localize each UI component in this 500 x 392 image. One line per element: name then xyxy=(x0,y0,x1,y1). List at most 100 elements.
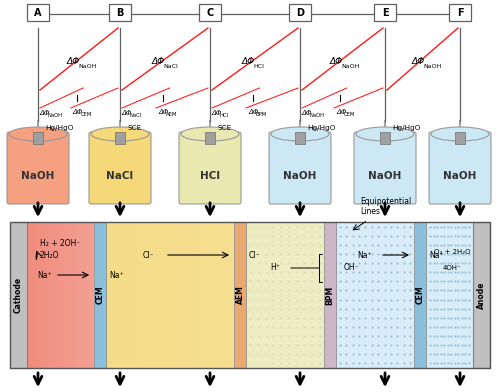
Text: Na⁺: Na⁺ xyxy=(109,270,124,279)
Text: 2H₂O: 2H₂O xyxy=(40,250,60,260)
Text: Cl⁻: Cl⁻ xyxy=(249,250,260,260)
Bar xyxy=(324,222,336,368)
Bar xyxy=(10,222,27,368)
Text: ΔΦ: ΔΦ xyxy=(336,109,346,115)
Bar xyxy=(54,222,57,368)
Ellipse shape xyxy=(9,127,67,141)
Bar xyxy=(157,222,164,368)
Bar xyxy=(295,132,305,144)
Bar xyxy=(164,222,170,368)
Bar xyxy=(37,222,40,368)
Bar xyxy=(74,222,77,368)
Bar xyxy=(228,222,234,368)
Text: H⁺: H⁺ xyxy=(270,263,280,272)
Bar xyxy=(84,222,87,368)
Text: F: F xyxy=(456,7,464,18)
Text: NaCl: NaCl xyxy=(164,64,178,69)
Bar xyxy=(40,222,44,368)
Text: BPM: BPM xyxy=(326,285,334,305)
Text: Hg/HgO: Hg/HgO xyxy=(307,125,336,131)
Text: ΔΦ: ΔΦ xyxy=(73,109,83,115)
Bar xyxy=(202,222,208,368)
Bar xyxy=(455,132,465,144)
Text: ΔΦ: ΔΦ xyxy=(248,109,258,115)
Ellipse shape xyxy=(181,127,239,141)
Text: ΔΦ: ΔΦ xyxy=(121,110,131,116)
Bar xyxy=(90,222,94,368)
FancyBboxPatch shape xyxy=(179,132,241,204)
Text: NaOH: NaOH xyxy=(284,171,316,181)
Text: NaOH: NaOH xyxy=(368,171,402,181)
Text: CEM: CEM xyxy=(96,286,104,304)
Bar xyxy=(289,4,311,21)
Text: BPM: BPM xyxy=(256,112,267,117)
Ellipse shape xyxy=(431,127,489,141)
Text: NaOH: NaOH xyxy=(22,171,54,181)
Bar xyxy=(205,132,215,144)
Text: A: A xyxy=(34,7,42,18)
Bar xyxy=(115,132,125,144)
Bar xyxy=(47,222,50,368)
Text: NaOH: NaOH xyxy=(342,64,360,69)
Bar xyxy=(196,222,202,368)
Text: NaOH: NaOH xyxy=(310,113,325,118)
Bar xyxy=(374,4,396,21)
Text: ΔΦ: ΔΦ xyxy=(152,57,165,66)
Bar xyxy=(88,222,90,368)
Text: Cathode: Cathode xyxy=(14,277,23,313)
Bar xyxy=(106,222,112,368)
FancyBboxPatch shape xyxy=(7,132,69,204)
Text: Equipotential
Lines: Equipotential Lines xyxy=(360,197,411,216)
Text: Hg/HgO: Hg/HgO xyxy=(45,125,74,131)
Bar xyxy=(27,222,30,368)
Text: Na⁺: Na⁺ xyxy=(37,270,52,279)
Bar xyxy=(30,222,34,368)
Bar xyxy=(106,222,234,368)
Bar xyxy=(183,222,189,368)
Text: CEM: CEM xyxy=(344,112,356,117)
Bar xyxy=(449,4,471,21)
Text: CEM: CEM xyxy=(81,112,92,117)
Text: Na⁺: Na⁺ xyxy=(358,250,372,260)
Bar xyxy=(70,222,74,368)
Text: Anode: Anode xyxy=(477,281,486,309)
Bar xyxy=(208,222,215,368)
Text: Hg/HgO: Hg/HgO xyxy=(392,125,420,131)
Text: O₂ + 2H₂O: O₂ + 2H₂O xyxy=(434,249,470,255)
Bar xyxy=(138,222,144,368)
Bar xyxy=(112,222,119,368)
Text: NaOH: NaOH xyxy=(444,171,476,181)
FancyBboxPatch shape xyxy=(429,132,491,204)
Text: D: D xyxy=(296,7,304,18)
Text: ΔΦ: ΔΦ xyxy=(411,57,424,66)
Bar xyxy=(426,222,473,368)
Text: HCl: HCl xyxy=(220,113,229,118)
Ellipse shape xyxy=(91,127,149,141)
Ellipse shape xyxy=(271,127,329,141)
Text: AEM: AEM xyxy=(236,285,244,305)
Text: NaOH: NaOH xyxy=(423,64,442,69)
Bar xyxy=(33,132,43,144)
Text: E: E xyxy=(382,7,388,18)
Text: ΔΦ: ΔΦ xyxy=(158,109,168,115)
Text: ΔΦ: ΔΦ xyxy=(301,110,311,116)
Bar xyxy=(414,222,426,368)
Bar xyxy=(57,222,60,368)
Text: Na⁺: Na⁺ xyxy=(429,250,444,260)
Text: SCE: SCE xyxy=(127,125,142,131)
Text: ΔΦ: ΔΦ xyxy=(330,57,343,66)
Bar xyxy=(44,222,47,368)
Text: NaOH: NaOH xyxy=(48,113,63,118)
Bar xyxy=(221,222,228,368)
Bar xyxy=(94,222,106,368)
Bar xyxy=(109,4,131,21)
Bar xyxy=(132,222,138,368)
Text: ΔΦ: ΔΦ xyxy=(39,110,49,116)
Text: ΔΦ: ΔΦ xyxy=(66,57,80,66)
Bar xyxy=(144,222,151,368)
Bar xyxy=(10,222,490,368)
Bar xyxy=(34,222,37,368)
Bar xyxy=(336,222,414,368)
Text: SCE: SCE xyxy=(217,125,231,131)
Bar xyxy=(27,222,94,368)
